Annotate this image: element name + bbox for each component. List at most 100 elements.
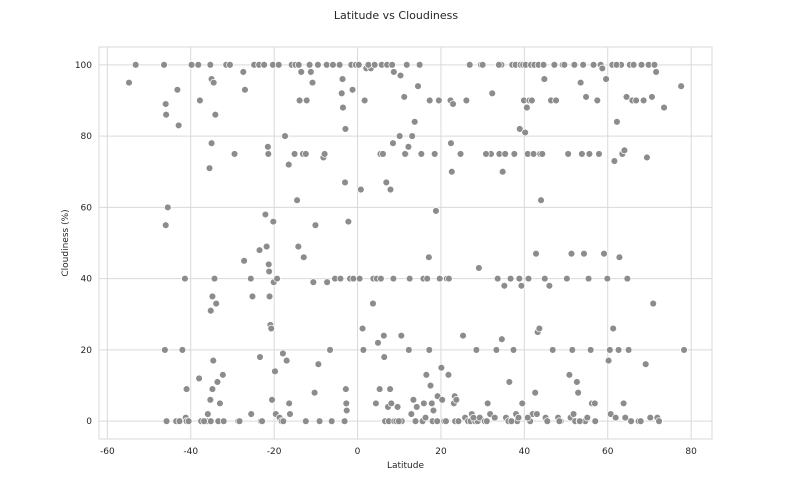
data-point	[580, 249, 588, 258]
data-point	[209, 356, 218, 365]
data-point	[285, 399, 293, 408]
data-point	[396, 71, 405, 80]
data-point	[194, 61, 202, 69]
data-point	[421, 413, 430, 422]
data-point	[475, 264, 483, 272]
data-point	[543, 417, 552, 425]
data-point	[550, 61, 559, 69]
data-point	[500, 282, 509, 290]
data-point	[329, 61, 337, 69]
y-tick-label: 100	[75, 61, 92, 71]
data-point	[162, 417, 171, 425]
data-point	[637, 61, 646, 69]
data-point	[541, 274, 549, 283]
data-point	[514, 413, 523, 422]
data-point	[335, 61, 344, 69]
data-point	[349, 274, 358, 283]
data-point	[610, 157, 619, 165]
data-point	[582, 93, 590, 101]
chart-title: Latitude vs Cloudiness	[334, 9, 458, 22]
data-point	[627, 417, 635, 425]
data-point	[509, 346, 518, 354]
data-point	[379, 150, 387, 158]
data-point	[438, 396, 446, 404]
data-point	[469, 413, 478, 422]
data-point	[264, 143, 272, 151]
data-point	[206, 61, 215, 69]
data-point	[195, 374, 203, 383]
data-point	[415, 61, 424, 69]
data-point	[643, 153, 651, 162]
data-point	[403, 61, 411, 69]
data-point	[636, 417, 645, 425]
x-axis-label: Latitude	[387, 461, 425, 471]
data-point	[533, 410, 541, 418]
data-point	[622, 93, 631, 101]
x-tick-label: 0	[355, 447, 361, 457]
data-point	[258, 417, 266, 425]
data-point	[569, 410, 578, 418]
data-point	[498, 167, 507, 176]
data-point	[611, 413, 620, 422]
data-point	[425, 253, 433, 262]
data-point	[528, 96, 536, 105]
data-point	[125, 78, 133, 87]
data-point	[576, 78, 585, 87]
data-point	[465, 61, 474, 69]
data-point	[483, 417, 491, 425]
data-point	[423, 274, 431, 283]
data-point	[606, 346, 614, 354]
data-point	[445, 274, 453, 283]
data-point	[213, 378, 222, 386]
data-point	[591, 399, 599, 408]
y-tick-label: 20	[81, 346, 93, 356]
x-tick-label: 20	[435, 447, 447, 457]
data-point	[256, 353, 264, 361]
plot-frame	[98, 46, 713, 440]
data-point	[208, 292, 217, 301]
data-point	[420, 399, 428, 408]
data-point	[432, 207, 440, 215]
data-point	[387, 399, 396, 408]
data-point	[552, 96, 560, 105]
data-point	[297, 68, 305, 76]
x-tick-label: -20	[267, 447, 282, 457]
data-point	[284, 160, 293, 169]
data-point	[311, 221, 320, 229]
data-point	[364, 61, 373, 69]
data-point	[472, 346, 481, 354]
x-tick-label: -40	[183, 447, 198, 457]
data-point	[677, 82, 685, 90]
data-point	[358, 324, 367, 333]
data-point	[490, 413, 499, 422]
y-tick-label: 40	[81, 275, 93, 285]
data-point	[209, 78, 218, 87]
data-point	[182, 385, 191, 393]
data-point	[308, 78, 317, 87]
data-point	[219, 371, 227, 379]
data-point	[307, 68, 315, 76]
data-point	[623, 274, 632, 283]
data-point	[342, 406, 351, 415]
data-point	[510, 150, 519, 158]
y-tick-label: 60	[81, 203, 93, 213]
data-point	[388, 61, 396, 69]
data-point	[369, 299, 377, 308]
data-point	[271, 367, 279, 376]
data-point	[498, 335, 506, 343]
data-point	[646, 413, 655, 422]
data-point	[593, 96, 602, 105]
data-point	[295, 96, 304, 105]
data-point	[430, 150, 439, 158]
data-point	[583, 413, 592, 422]
data-point	[540, 75, 549, 83]
data-point	[265, 292, 274, 301]
data-point	[493, 274, 502, 283]
data-point	[506, 274, 515, 283]
data-point	[612, 61, 621, 69]
data-point	[315, 417, 324, 425]
data-point	[340, 417, 349, 425]
data-point	[532, 249, 540, 258]
data-point	[425, 96, 434, 105]
data-point	[404, 143, 413, 151]
